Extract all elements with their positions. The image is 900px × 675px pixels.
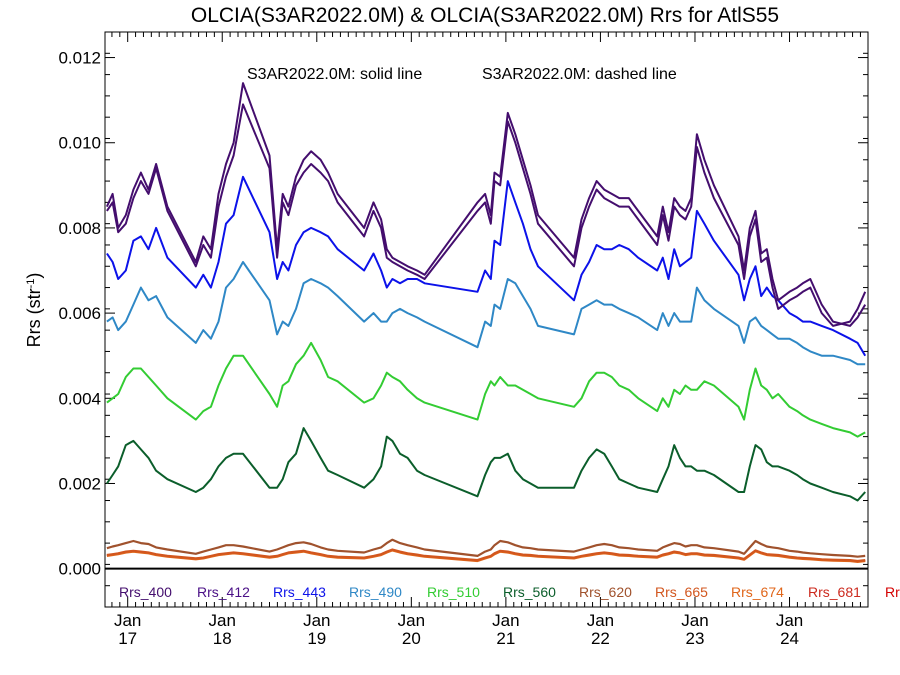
x-tick-label-year: 22	[591, 629, 610, 648]
x-tick-label-month: Jan	[776, 611, 803, 630]
x-tick-label-year: 20	[402, 629, 421, 648]
x-tick-label-month: Jan	[398, 611, 425, 630]
x-tick-label-month: Jan	[587, 611, 614, 630]
series-line-rrs-560	[106, 427, 866, 502]
legend-item-rrs-665: Rrs_665	[655, 584, 708, 600]
x-tick-label-year: 24	[780, 629, 799, 648]
legend-item-rrs-412: Rrs_412	[197, 584, 250, 600]
legend-item-rrs-400: Rrs_400	[119, 584, 172, 600]
y-tick-label: 0.002	[58, 474, 101, 493]
x-tick-label-year: 18	[213, 629, 232, 648]
legend-item-rr: Rr	[885, 584, 900, 600]
y-tick-label: 0.006	[58, 304, 101, 323]
legend-item-rrs-443: Rrs_443	[273, 584, 326, 600]
x-tick-label-month: Jan	[114, 611, 141, 630]
legend-item-rrs-674: Rrs_674	[731, 584, 784, 600]
x-tick-label-month: Jan	[209, 611, 236, 630]
legend-item-rrs-560: Rrs_560	[503, 584, 556, 600]
y-tick-label: 0.012	[58, 49, 101, 68]
y-axis-label: Rrs (str-1)	[24, 273, 44, 348]
series-line-rrs-400-second	[106, 103, 867, 327]
chart-title: OLCIA(S3AR2022.0M) & OLCIA(S3AR2022.0M) …	[191, 4, 779, 27]
y-tick-label: 0.000	[58, 560, 101, 579]
legend: Rrs_400 Rrs_412 Rrs_443 Rrs_490 Rrs_510 Rrs_5…	[119, 584, 900, 600]
series-line-rrs-510	[106, 341, 866, 438]
legend-item-rrs-510: Rrs_510	[427, 584, 480, 600]
legend-item-rrs-490: Rrs_490	[349, 584, 402, 600]
series-lines	[105, 82, 867, 564]
y-axis-label-superscript: -1	[25, 279, 37, 289]
series-line-rrs-400	[105, 82, 867, 327]
series-line-rrs-490	[106, 261, 866, 366]
series-line-rrs-665	[106, 548, 866, 563]
y-tick-label: 0.010	[58, 134, 101, 153]
x-tick-label-month: Jan	[681, 611, 708, 630]
x-tick-label-year: 21	[496, 629, 515, 648]
subtitle-dashed-line: S3AR2022.0M: dashed line	[482, 66, 677, 83]
legend-item-rrs-620: Rrs_620	[579, 584, 632, 600]
x-tick-label-year: 23	[686, 629, 705, 648]
series-line-rrs-443	[106, 175, 867, 357]
x-tick-label-month: Jan	[303, 611, 330, 630]
legend-item-rrs-681: Rrs_681	[808, 584, 861, 600]
plot-frame	[104, 31, 869, 608]
x-tick-label-year: 19	[307, 629, 326, 648]
y-axis-label-close: )	[24, 273, 44, 279]
x-tick-label-month: Jan	[492, 611, 519, 630]
y-tick-label: 0.008	[58, 219, 101, 238]
y-tick-label: 0.004	[58, 389, 101, 408]
subtitle-solid-line: S3AR2022.0M: solid line	[247, 66, 422, 83]
x-tick-label-year: 17	[118, 629, 137, 648]
series-line-rrs-620	[106, 538, 866, 558]
y-axis-label-main: Rrs (str	[24, 288, 44, 347]
axes: 0.0000.0020.0040.0060.0080.0100.012Jan17…	[58, 31, 869, 648]
